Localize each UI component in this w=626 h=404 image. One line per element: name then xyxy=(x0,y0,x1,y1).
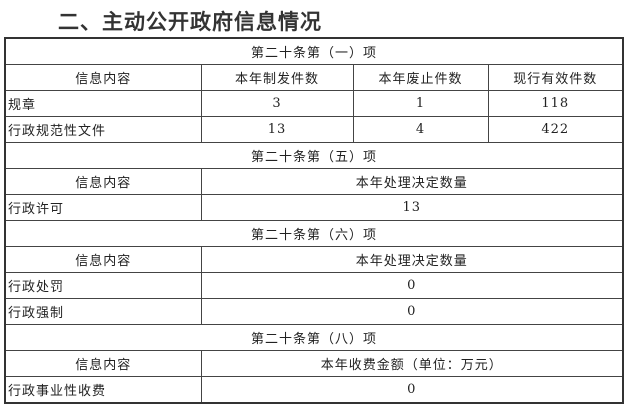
table-row: 行政事业性收费 0 xyxy=(4,376,624,404)
section-heading-row: 第二十条第（一）项 xyxy=(4,37,624,65)
section-title: 二、主动公开政府信息情况 xyxy=(58,10,322,34)
header-cell: 本年废止件数 xyxy=(352,64,489,91)
header-cell: 信息内容 xyxy=(4,350,202,377)
header-row: 信息内容 本年制发件数 本年废止件数 现行有效件数 xyxy=(4,64,624,91)
cell: 1 xyxy=(352,90,489,117)
table-row: 规章 3 1 118 xyxy=(4,90,624,117)
row-label: 行政强制 xyxy=(4,298,202,325)
header-row: 信息内容 本年处理决定数量 xyxy=(4,168,624,195)
section-heading-row: 第二十条第（五）项 xyxy=(4,142,624,169)
cell: 13 xyxy=(200,116,354,143)
header-cell: 信息内容 xyxy=(4,246,202,273)
table-row: 行政规范性文件 13 4 422 xyxy=(4,116,624,143)
table-row: 行政处罚 0 xyxy=(4,272,624,299)
section-heading: 第二十条第（一）项 xyxy=(4,37,624,65)
header-cell: 本年收费金额（单位：万元） xyxy=(200,350,624,377)
header-cell: 本年处理决定数量 xyxy=(200,246,624,273)
row-label: 行政事业性收费 xyxy=(4,376,202,404)
table-row: 行政强制 0 xyxy=(4,298,624,325)
section-heading: 第二十条第（六）项 xyxy=(4,220,624,247)
cell: 0 xyxy=(200,298,624,325)
table-row: 行政许可 13 xyxy=(4,194,624,221)
section-heading-row: 第二十条第（六）项 xyxy=(4,220,624,247)
header-row: 信息内容 本年收费金额（单位：万元） xyxy=(4,350,624,377)
section-heading: 第二十条第（五）项 xyxy=(4,142,624,169)
cell: 13 xyxy=(200,194,624,221)
header-cell: 信息内容 xyxy=(4,64,202,91)
cell: 3 xyxy=(200,90,354,117)
header-cell: 信息内容 xyxy=(4,168,202,195)
cell: 0 xyxy=(200,272,624,299)
section-heading: 第二十条第（八）项 xyxy=(4,324,624,351)
cell: 422 xyxy=(487,116,624,143)
row-label: 行政规范性文件 xyxy=(4,116,202,143)
cell: 4 xyxy=(352,116,489,143)
cell: 118 xyxy=(487,90,624,117)
header-row: 信息内容 本年处理决定数量 xyxy=(4,246,624,273)
section-heading-row: 第二十条第（八）项 xyxy=(4,324,624,351)
row-label: 行政处罚 xyxy=(4,272,202,299)
cell: 0 xyxy=(200,376,624,404)
header-cell: 现行有效件数 xyxy=(487,64,624,91)
row-label: 规章 xyxy=(4,90,202,117)
row-label: 行政许可 xyxy=(4,194,202,221)
disclosure-table: 第二十条第（一）项 信息内容 本年制发件数 本年废止件数 现行有效件数 规章 3… xyxy=(4,37,625,404)
header-cell: 本年制发件数 xyxy=(200,64,354,91)
header-cell: 本年处理决定数量 xyxy=(200,168,624,195)
